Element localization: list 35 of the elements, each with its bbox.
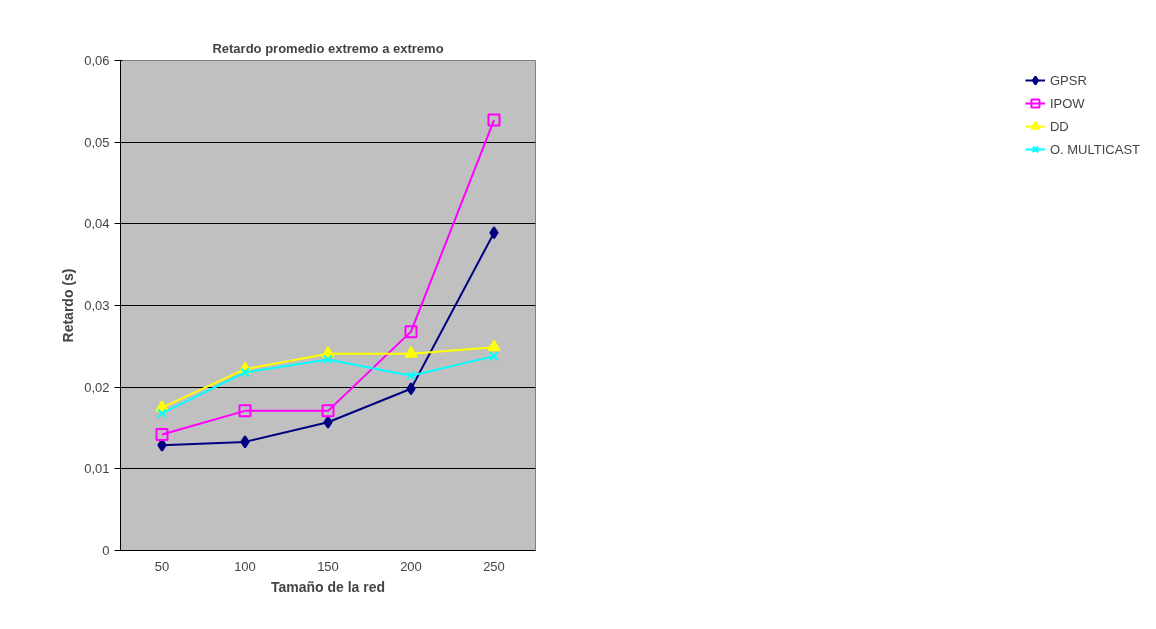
point xyxy=(489,351,499,362)
point xyxy=(240,435,250,449)
legend-label: O. MULTICAST xyxy=(1049,141,1140,157)
point xyxy=(487,113,501,127)
y-tick-label: 0,04 xyxy=(84,216,110,232)
point xyxy=(323,354,333,365)
point xyxy=(157,408,167,419)
point xyxy=(323,415,333,429)
point xyxy=(155,428,169,442)
legend-label: DD xyxy=(1049,118,1070,134)
point xyxy=(240,367,250,378)
x-tick-label: 250 xyxy=(483,558,505,574)
y-tick-label: 0,05 xyxy=(84,134,110,150)
point xyxy=(406,382,416,396)
x-tick-label: 50 xyxy=(154,558,170,574)
point xyxy=(238,404,252,418)
x-tick-label: 200 xyxy=(400,558,422,574)
y-tick-label: 0,03 xyxy=(84,298,110,313)
x-axis-title: Tamaño de la red xyxy=(270,578,386,595)
chart-title: Retardo promedio extremo a extremo xyxy=(212,40,444,56)
point xyxy=(487,339,501,352)
y-tick-label: 0,01 xyxy=(84,461,110,477)
legend-label: IPOW xyxy=(1049,95,1085,111)
point xyxy=(404,325,418,339)
point xyxy=(489,226,499,240)
point xyxy=(321,404,335,418)
y-tick-label: 0,02 xyxy=(84,379,110,395)
x-tick-label: 100 xyxy=(234,558,256,574)
legend-label: GPSR xyxy=(1049,72,1087,88)
point xyxy=(404,346,418,358)
x-tick-label: 150 xyxy=(317,558,339,574)
point xyxy=(406,370,416,381)
y-tick-label: 0 xyxy=(102,543,110,558)
y-axis-title: Retardo (s) xyxy=(60,268,77,343)
y-tick-label: 0,06 xyxy=(84,53,110,68)
